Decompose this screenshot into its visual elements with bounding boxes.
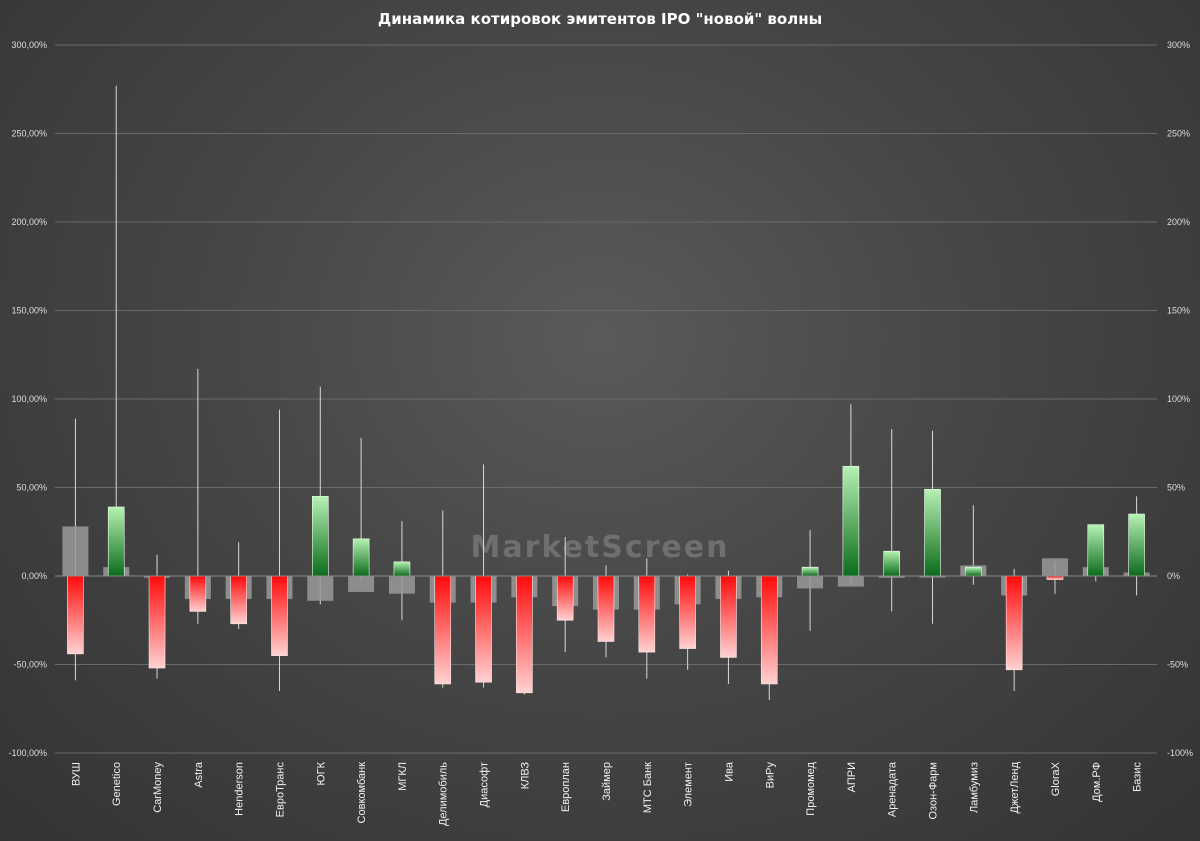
y-tick-label-left: 200,00% [11, 217, 47, 227]
category-label: Займер [601, 762, 613, 801]
y-tick-label-right: -100% [1167, 748, 1193, 758]
category-label: GloraX [1050, 761, 1062, 796]
bar [924, 488, 941, 577]
category-label: Озон-Фарм [928, 762, 940, 820]
category-label: Базис [1132, 762, 1144, 792]
category-label: Ива [723, 761, 735, 782]
category-label: Дом.РФ [1091, 762, 1103, 802]
category-label: ЕвроТранс [274, 762, 286, 818]
axes: -100,00% -100% -50,00% -50% 0,00% 0% 50,00% 50%… [8, 40, 1193, 758]
bar [883, 550, 901, 577]
bar [352, 538, 370, 577]
secondary-bar [919, 576, 946, 578]
secondary-bar [1041, 558, 1068, 576]
watermark: MarketScreen [471, 530, 730, 565]
category-label: Аренадата [887, 761, 899, 817]
category-label: Элемент [683, 762, 695, 807]
bar [148, 575, 166, 669]
bar [67, 575, 84, 655]
category-label: CarMoney [152, 762, 164, 813]
y-tick-label-right: -50% [1167, 660, 1188, 670]
y-tick-label-right: 50% [1167, 483, 1185, 493]
y-tick-label-right: 100% [1167, 394, 1190, 404]
bar [230, 575, 247, 625]
bar [271, 575, 288, 656]
y-tick-label-left: -100,00% [8, 748, 47, 758]
category-label: Делимобиль [438, 762, 450, 826]
category-label: Совкомбанк [356, 762, 368, 824]
bar [760, 575, 778, 685]
bar [638, 575, 656, 653]
category-label: Диасофт [479, 762, 491, 807]
secondary-bar [878, 576, 905, 578]
category-label: ВиРу [764, 762, 776, 789]
category-label: ЮГК [315, 761, 327, 785]
category-label: Astra [193, 761, 205, 788]
bar [720, 575, 737, 658]
secondary-bar [348, 576, 375, 592]
y-tick-label-left: 150,00% [11, 306, 47, 316]
y-tick-label-left: 0,00% [21, 571, 47, 581]
category-labels: ВУШ Genetico CarMoney Astra Henderson ЕвроТра… [70, 761, 1143, 826]
y-tick-label-right: 0% [1167, 571, 1180, 581]
category-label: Genetico [111, 762, 123, 806]
bar [189, 575, 207, 612]
bar [311, 496, 329, 577]
secondary-bar [797, 576, 824, 589]
category-label: Ламбумиз [968, 762, 980, 813]
secondary-bar [307, 576, 334, 601]
bar [1046, 575, 1064, 580]
bar [1005, 575, 1023, 671]
secondary-bar [62, 526, 89, 576]
category-label: Промомед [805, 761, 817, 815]
y-tick-label-left: 250,00% [11, 129, 47, 139]
y-tick-label-right: 250% [1167, 129, 1190, 139]
category-label: Henderson [234, 762, 246, 816]
y-tick-label-left: 50,00% [16, 483, 47, 493]
y-tick-label-right: 300% [1167, 40, 1190, 50]
bar [516, 575, 533, 694]
bar [1128, 513, 1145, 577]
category-label: ВУШ [70, 762, 82, 786]
chart-title: Динамика котировок эмитентов IPO "новой"… [378, 10, 822, 28]
y-tick-label-left: 300,00% [11, 40, 47, 50]
category-label: АПРИ [846, 762, 858, 792]
y-tick-label-left: 100,00% [11, 394, 47, 404]
category-label: Европлан [560, 762, 572, 812]
secondary-bar [837, 576, 864, 587]
y-tick-label-right: 200% [1167, 217, 1190, 227]
bar [434, 575, 452, 685]
bar [107, 506, 125, 577]
category-label: МТС Банк [642, 762, 654, 813]
secondary-bar [388, 576, 415, 594]
category-label: ДжетЛенд [1009, 761, 1021, 813]
bar [1087, 524, 1105, 577]
primary-bars [67, 465, 1145, 694]
bar [556, 575, 574, 621]
bar [965, 566, 982, 577]
bar [801, 566, 819, 577]
bar [597, 575, 615, 642]
bar [679, 575, 696, 649]
bar [842, 465, 860, 577]
y-tick-label-left: -50,00% [13, 660, 47, 670]
y-tick-label-right: 150% [1167, 306, 1190, 316]
bar [393, 561, 411, 577]
bar [475, 575, 492, 683]
category-label: КЛВЗ [519, 762, 531, 790]
category-label: МГКЛ [397, 762, 409, 791]
